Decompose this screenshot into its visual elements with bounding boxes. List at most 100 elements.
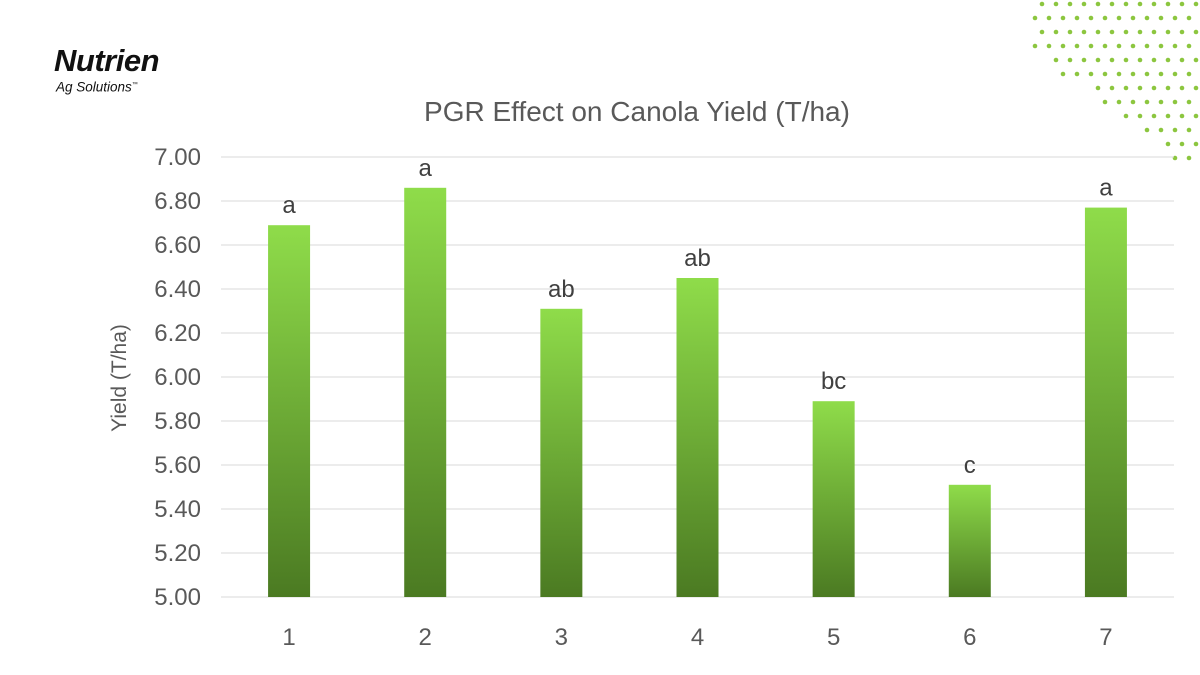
decorative-dot <box>1060 43 1066 49</box>
y-tick-label: 6.20 <box>154 320 201 347</box>
y-tick-label: 5.60 <box>154 452 201 479</box>
decorative-dot <box>1172 43 1178 49</box>
decorative-dot <box>1186 15 1192 21</box>
bar <box>812 401 855 597</box>
bar-data-label: ab <box>548 276 575 303</box>
decorative-dot <box>1186 71 1192 77</box>
decorative-dot <box>1144 43 1150 49</box>
logo-subtitle: Ag Solutions™ <box>56 78 159 95</box>
decorative-dot <box>1165 113 1171 119</box>
y-tick-label: 6.60 <box>154 232 201 259</box>
decorative-dot <box>1116 99 1122 105</box>
x-tick-label: 1 <box>282 624 295 651</box>
decorative-dot <box>1109 85 1115 91</box>
decorative-dot <box>1088 71 1094 77</box>
decorative-dot <box>1144 15 1150 21</box>
decorative-dot <box>1060 71 1066 77</box>
decorative-dot <box>1081 1 1087 7</box>
x-tick-label: 7 <box>1099 624 1112 651</box>
decorative-dot <box>1123 1 1129 7</box>
decorative-dot <box>1109 1 1115 7</box>
decorative-dot <box>1081 57 1087 63</box>
decorative-dot <box>1032 15 1038 21</box>
decorative-dot <box>1053 57 1059 63</box>
y-tick-label: 6.80 <box>154 188 201 215</box>
decorative-dot <box>1193 85 1199 91</box>
x-tick-label: 2 <box>419 624 432 651</box>
decorative-dot <box>1095 85 1101 91</box>
logo-brand: Nutrien <box>54 43 160 78</box>
decorative-dot <box>1165 141 1171 147</box>
decorative-dot <box>1137 85 1143 91</box>
decorative-dot <box>1074 71 1080 77</box>
decorative-dot <box>1130 71 1136 77</box>
x-tick-label: 3 <box>555 624 568 651</box>
decorative-dot <box>1193 141 1199 147</box>
y-tick-label: 6.00 <box>154 364 201 391</box>
decorative-dot <box>1046 43 1052 49</box>
decorative-dot <box>1172 15 1178 21</box>
decorative-dot <box>1186 43 1192 49</box>
y-tick-label: 7.00 <box>154 144 201 171</box>
chart-title: PGR Effect on Canola Yield (T/ha) <box>424 96 850 127</box>
decorative-dot <box>1193 29 1199 35</box>
bar-data-label: c <box>964 452 976 479</box>
decorative-dot <box>1123 113 1129 119</box>
decorative-dot <box>1144 127 1150 133</box>
decorative-dot <box>1165 29 1171 35</box>
decorative-dot <box>1165 85 1171 91</box>
bar-data-labels: a a ab ab bc c a <box>282 155 1113 479</box>
decorative-dot <box>1165 57 1171 63</box>
decorative-dot <box>1095 1 1101 7</box>
decorative-dot <box>1137 57 1143 63</box>
decorative-dot <box>1151 1 1157 7</box>
logo-subtitle-text: Ag Solutions <box>56 79 132 95</box>
decorative-dot <box>1067 1 1073 7</box>
decorative-dot <box>1053 1 1059 7</box>
y-tick-label: 5.20 <box>154 540 201 567</box>
decorative-dot <box>1172 99 1178 105</box>
bar-data-label: a <box>1099 175 1113 202</box>
decorative-dot <box>1186 155 1192 161</box>
decorative-dot <box>1144 99 1150 105</box>
decorative-dot <box>1137 29 1143 35</box>
bar-data-label: bc <box>821 368 846 395</box>
decorative-dot <box>1179 141 1185 147</box>
bar <box>268 225 311 597</box>
decorative-dot <box>1039 1 1045 7</box>
decorative-dot <box>1088 43 1094 49</box>
decorative-dot <box>1102 15 1108 21</box>
bar <box>948 484 991 597</box>
decorative-dot <box>1095 57 1101 63</box>
decorative-dot <box>1067 57 1073 63</box>
decorative-dot <box>1186 99 1192 105</box>
decorative-dot <box>1130 15 1136 21</box>
decorative-dot <box>1172 71 1178 77</box>
decorative-dot <box>1193 57 1199 63</box>
decorative-dot <box>1116 71 1122 77</box>
decorative-dot <box>1172 155 1178 161</box>
y-tick-label: 5.40 <box>154 496 201 523</box>
decorative-dot <box>1130 99 1136 105</box>
decorative-dot <box>1186 127 1192 133</box>
decorative-dot <box>1172 127 1178 133</box>
decorative-dot <box>1151 113 1157 119</box>
decorative-dot <box>1074 15 1080 21</box>
decorative-dot <box>1144 71 1150 77</box>
y-axis-ticks: 5.00 5.20 5.40 5.60 5.80 6.00 6.20 6.40 6.60 6.80… <box>154 144 201 611</box>
decorative-dot <box>1179 1 1185 7</box>
decorative-dot <box>1109 57 1115 63</box>
decorative-dot <box>1151 29 1157 35</box>
decorative-dot <box>1179 57 1185 63</box>
bar-data-label: a <box>282 192 296 219</box>
bar-data-label: ab <box>684 245 711 272</box>
decorative-dot <box>1116 15 1122 21</box>
decorative-dot-pattern <box>1032 1 1199 161</box>
decorative-dot <box>1165 1 1171 7</box>
x-tick-label: 4 <box>691 624 704 651</box>
bar <box>676 278 719 597</box>
decorative-dot <box>1109 29 1115 35</box>
decorative-dot <box>1151 57 1157 63</box>
decorative-dot <box>1074 43 1080 49</box>
